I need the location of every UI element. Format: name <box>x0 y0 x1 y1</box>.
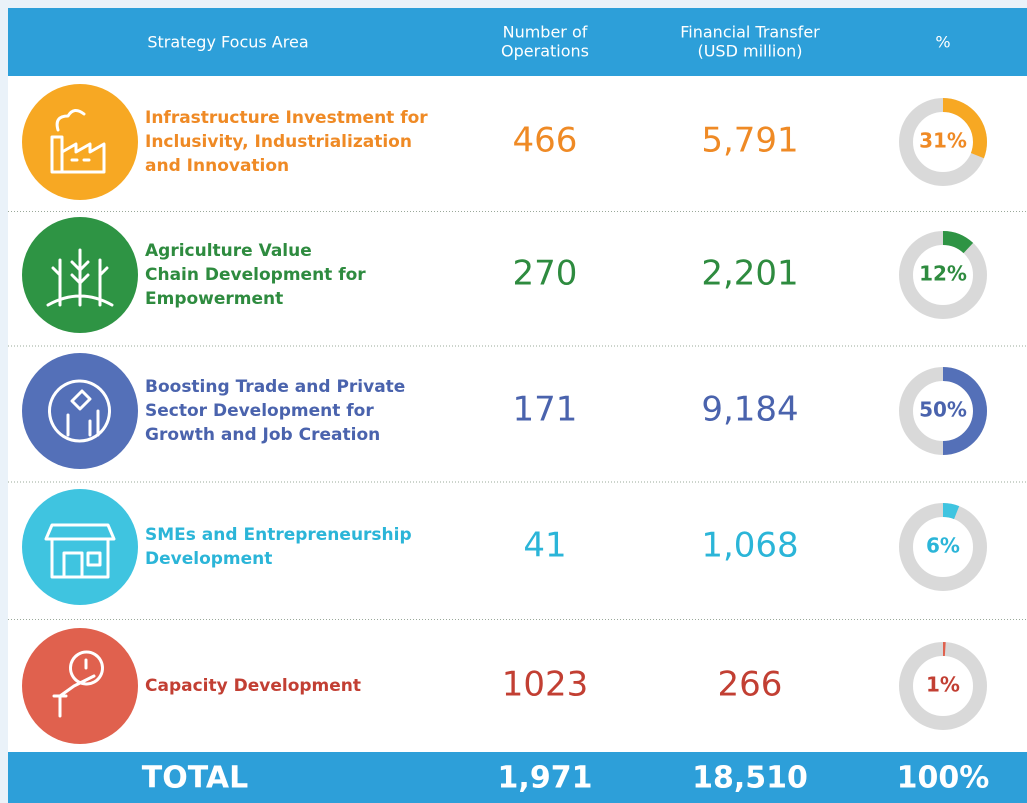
header: Strategy Focus Area Number of Operations… <box>147 23 950 61</box>
donut-arc <box>899 642 987 730</box>
icon-glyph <box>50 109 106 174</box>
operations: 171 <box>513 390 578 430</box>
transfer: 266 <box>718 665 783 705</box>
percent-label: 50% <box>919 398 967 422</box>
total-row: TOTAL 1,971 18,510 100% <box>142 761 990 796</box>
row-label: Development <box>145 549 272 569</box>
donut-arc <box>899 98 987 186</box>
total-label: TOTAL <box>142 761 248 796</box>
row-label: Chain Development for <box>145 265 366 285</box>
operations: 270 <box>513 254 578 294</box>
transfer: 5,791 <box>701 121 798 161</box>
operations: 1023 <box>502 665 589 705</box>
donut-arc <box>899 503 987 591</box>
icon-glyph <box>52 650 104 718</box>
donut-arc <box>899 231 987 319</box>
row-icon <box>22 628 138 744</box>
row-label: Sector Development for <box>145 401 374 421</box>
transfer: 9,184 <box>701 390 798 430</box>
row-icon <box>22 353 138 469</box>
row: Capacity Development 1023 266 1% <box>22 628 987 744</box>
operations: 41 <box>523 526 566 566</box>
header-area: Strategy Focus Area <box>147 33 308 52</box>
row-label: Capacity Development <box>145 676 361 696</box>
row-label: SMEs and Entrepreneurship <box>145 525 412 545</box>
icon-glyph <box>46 248 114 307</box>
transfer: 1,068 <box>701 526 798 566</box>
icon-glyph <box>48 379 111 443</box>
header-operations: Operations <box>501 42 589 61</box>
total-transfer: 18,510 <box>692 761 808 796</box>
row-label: Agriculture Value <box>145 241 312 261</box>
percent-label: 1% <box>926 673 960 697</box>
header-percent: % <box>935 33 950 52</box>
row-label: Inclusivity, Industrialization <box>145 132 412 152</box>
total-bar <box>8 752 1027 803</box>
header-bar <box>8 8 1027 76</box>
percent-label: 31% <box>919 129 967 153</box>
row-label: Growth and Job Creation <box>145 425 380 445</box>
transfer: 2,201 <box>701 254 798 294</box>
row-label: Boosting Trade and Private <box>145 377 405 397</box>
row: Agriculture Value Chain Development for Em… <box>8 217 1027 347</box>
row-label: and Innovation <box>145 156 289 176</box>
header-operations: Number of <box>503 23 588 42</box>
row-icon <box>22 84 138 200</box>
total-operations: 1,971 <box>498 761 593 796</box>
row: SMEs and Entrepreneurship Development 41 1,… <box>8 489 1027 620</box>
header-transfer: Financial Transfer <box>680 23 820 42</box>
row: Infrastructure Investment for Inclusivity… <box>8 84 1027 212</box>
total-percent: 100% <box>897 761 990 796</box>
donut-arc <box>899 367 987 455</box>
header-transfer: (USD million) <box>697 42 802 61</box>
row-label: Empowerment <box>145 289 283 309</box>
percent-label: 12% <box>919 262 967 286</box>
row: Boosting Trade and Private Sector Develop… <box>8 353 1027 483</box>
icon-glyph <box>44 523 116 579</box>
table-body <box>8 76 1027 752</box>
operations: 466 <box>513 121 578 161</box>
row-label: Infrastructure Investment for <box>145 108 428 128</box>
row-icon <box>22 489 138 605</box>
percent-label: 6% <box>926 534 960 558</box>
rows: Infrastructure Investment for Inclusivity… <box>8 84 1027 744</box>
